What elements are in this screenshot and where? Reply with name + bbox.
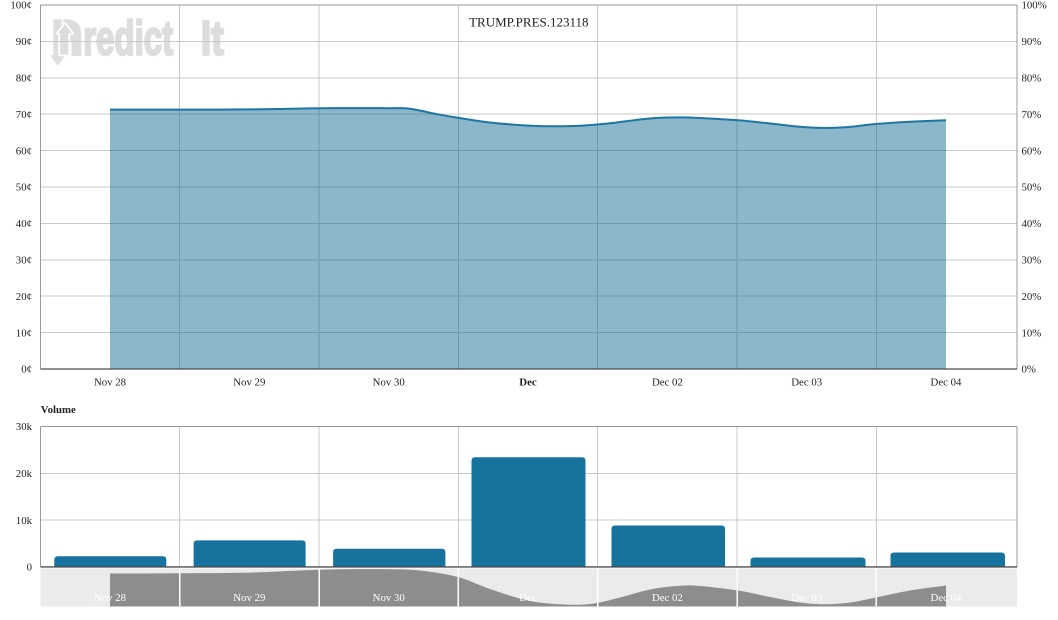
svg-text:Nov 29: Nov 29 <box>233 592 265 604</box>
svg-text:20¢: 20¢ <box>16 291 32 303</box>
svg-text:80%: 80% <box>1022 73 1042 85</box>
svg-text:Volume: Volume <box>41 404 76 416</box>
svg-text:Dec 02: Dec 02 <box>652 592 683 604</box>
svg-text:Nov 29: Nov 29 <box>233 377 265 389</box>
svg-text:redict: redict <box>83 13 173 66</box>
svg-text:Dec 02: Dec 02 <box>652 377 683 389</box>
svg-text:TRUMP.PRES.123118: TRUMP.PRES.123118 <box>469 15 588 30</box>
svg-text:10k: 10k <box>16 515 33 527</box>
svg-text:10¢: 10¢ <box>16 327 32 339</box>
svg-text:Dec 03: Dec 03 <box>791 592 822 604</box>
svg-text:70¢: 70¢ <box>16 109 32 121</box>
svg-text:30%: 30% <box>1022 255 1042 267</box>
svg-text:40%: 40% <box>1022 218 1042 230</box>
svg-text:Nov 30: Nov 30 <box>373 592 405 604</box>
svg-text:Dec 04: Dec 04 <box>931 377 962 389</box>
svg-text:90¢: 90¢ <box>16 36 32 48</box>
svg-text:0: 0 <box>27 562 32 574</box>
svg-text:90%: 90% <box>1022 36 1042 48</box>
svg-text:Dec: Dec <box>519 377 537 389</box>
svg-text:60%: 60% <box>1022 145 1042 157</box>
svg-text:0%: 0% <box>1022 364 1036 376</box>
svg-text:Dec: Dec <box>519 592 537 604</box>
svg-text:It: It <box>201 13 224 66</box>
svg-text:60¢: 60¢ <box>16 145 32 157</box>
svg-text:Nov 28: Nov 28 <box>94 377 126 389</box>
svg-text:50%: 50% <box>1022 182 1042 194</box>
svg-text:50¢: 50¢ <box>16 182 32 194</box>
svg-text:70%: 70% <box>1022 109 1042 121</box>
svg-text:100%: 100% <box>1022 0 1047 12</box>
svg-text:Nov 28: Nov 28 <box>94 592 126 604</box>
svg-text:20k: 20k <box>16 468 33 480</box>
svg-text:10%: 10% <box>1022 327 1042 339</box>
svg-text:30¢: 30¢ <box>16 255 32 267</box>
svg-text:40¢: 40¢ <box>16 218 32 230</box>
svg-text:20%: 20% <box>1022 291 1042 303</box>
svg-text:Dec 04: Dec 04 <box>931 592 962 604</box>
svg-text:30k: 30k <box>16 421 33 433</box>
svg-text:Nov 30: Nov 30 <box>373 377 405 389</box>
svg-text:80¢: 80¢ <box>16 73 32 85</box>
svg-text:Dec 03: Dec 03 <box>791 377 822 389</box>
svg-text:100¢: 100¢ <box>10 0 32 12</box>
svg-text:0¢: 0¢ <box>21 364 32 376</box>
